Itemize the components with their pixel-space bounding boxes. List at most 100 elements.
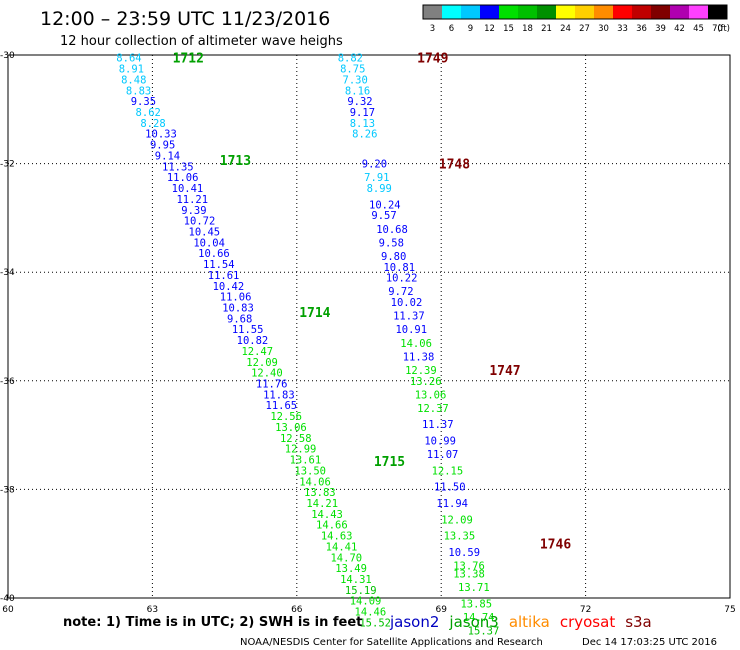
lon-tick-label: 63 [147,605,158,615]
legend-bin-label: 24 [560,24,571,34]
swh-value: 9.35 [131,96,156,108]
swh-value: 10.45 [189,226,221,238]
legend-frame [422,4,728,20]
swh-value: 12.37 [417,403,449,415]
legend-bin-label: 36 [636,24,647,34]
legend-bin-label: 6 [449,24,454,34]
swh-value: 8.48 [121,74,146,86]
legend-swatch [670,5,689,19]
swh-value: 13.61 [290,455,322,467]
swh-value: 12.58 [280,433,312,445]
swh-value: 8.26 [352,129,377,141]
legend-swatch [461,5,480,19]
footer-timestamp: Dec 14 17:03:25 UTC 2016 [582,637,717,648]
lat-tick-label: -30 [0,51,15,61]
footer-credit: NOAA/NESDIS Center for Satellite Applica… [240,637,543,648]
swh-value: 10.41 [172,183,204,195]
swh-value: 14.09 [350,596,382,608]
legend-bin-label: 42 [674,24,685,34]
swh-value: 13.38 [453,569,485,581]
swh-value: 10.02 [391,297,423,309]
swh-value: 10.22 [386,273,418,285]
legend-swatch [594,5,613,19]
swh-value: 10.72 [184,216,216,228]
swh-value: 8.91 [119,64,144,76]
swh-value: 14.74 [463,612,495,624]
lat-tick-label: -36 [0,377,15,387]
legend-swatch [708,5,727,19]
swh-value: 9.57 [371,210,396,222]
swh-value: 14.31 [340,574,372,586]
satellite-legend: jason2 jason3 altika cryosat s3a [389,613,652,631]
map-frame [7,54,731,599]
legend-bin-label: 15 [503,24,514,34]
swh-value: 9.58 [379,237,404,249]
swh-value: 11.54 [203,259,235,271]
swh-value: 8.13 [350,118,375,130]
swh-value: 15.52 [359,617,391,629]
legend-bin-label: 3 [430,24,435,34]
swh-value: 12.40 [251,368,283,380]
swh-value: 9.20 [362,159,387,171]
legend-swatch [518,5,537,19]
swh-value: 13.06 [415,389,447,401]
lat-tick-label: -38 [0,485,15,495]
legend-swatch [480,5,499,19]
swh-values: 8.648.918.488.839.358.628.2810.339.959.1… [116,53,499,638]
swh-value: 15.37 [468,626,500,638]
pass-time-label: 1749 [417,52,448,67]
swh-value: 9.39 [181,205,206,217]
swh-value: 10.66 [198,248,230,260]
swh-value: 8.82 [338,53,363,65]
lon-tick-label: 66 [291,605,303,615]
lon-tick-label: 75 [724,605,735,615]
satellite-name: cryosat [560,613,615,631]
lon-tick-label: 72 [580,605,591,615]
legend-swatch [689,5,708,19]
swh-value: 13.85 [460,598,492,610]
swh-value: 12.09 [441,514,473,526]
swh-value: 8.62 [136,107,161,119]
swh-value: 11.65 [266,400,298,412]
swh-value: 13.49 [335,563,367,575]
lat-lon-grid [8,55,730,598]
pass-time-label: 1714 [299,306,330,321]
swh-value: 10.04 [193,237,225,249]
swh-value: 12.47 [241,346,273,358]
swh-value: 14.70 [330,552,362,564]
swh-value: 8.75 [340,64,365,76]
swh-value: 9.68 [227,313,252,325]
swh-value: 13.71 [458,582,490,594]
swh-value: 13.50 [294,465,326,477]
legend-swatch [537,5,556,19]
swh-value: 15.19 [345,585,377,597]
swh-value: 10.83 [222,302,254,314]
swh-value: 7.30 [343,74,368,86]
swh-value: 13.06 [275,422,307,434]
legend-swatch [575,5,594,19]
swh-value: 14.06 [400,338,432,350]
satellite-name: jason2 [389,613,439,631]
swh-value: 11.94 [436,498,468,510]
pass-time-label: 1747 [489,364,520,379]
swh-value: 11.50 [434,482,466,494]
swh-value: 7.91 [364,172,389,184]
swh-value: 11.21 [176,194,208,206]
legend-swatch [442,5,461,19]
swh-value: 9.32 [347,96,372,108]
swh-color-legend: 3 6 9 12 15 18 21 24 27 30 33 36 39 42 45 70(ft) [422,4,730,34]
swh-value: 10.82 [237,335,269,347]
swh-value: 14.43 [311,509,343,521]
swh-value: 12.39 [405,365,437,377]
legend-swatch [613,5,632,19]
legend-unit: (ft) [717,24,730,34]
swh-value: 14.21 [306,498,338,510]
swh-value: 11.38 [403,351,435,363]
pass-time-labels: 1712 1713 1714 1715 1749 1748 1747 1746 [173,52,572,553]
swh-value: 13.76 [453,560,485,572]
swh-value: 12.56 [270,411,302,423]
footer-note: note: 1) Time is in UTC; 2) SWH is in fe… [63,615,362,630]
swh-value: 10.33 [145,129,177,141]
